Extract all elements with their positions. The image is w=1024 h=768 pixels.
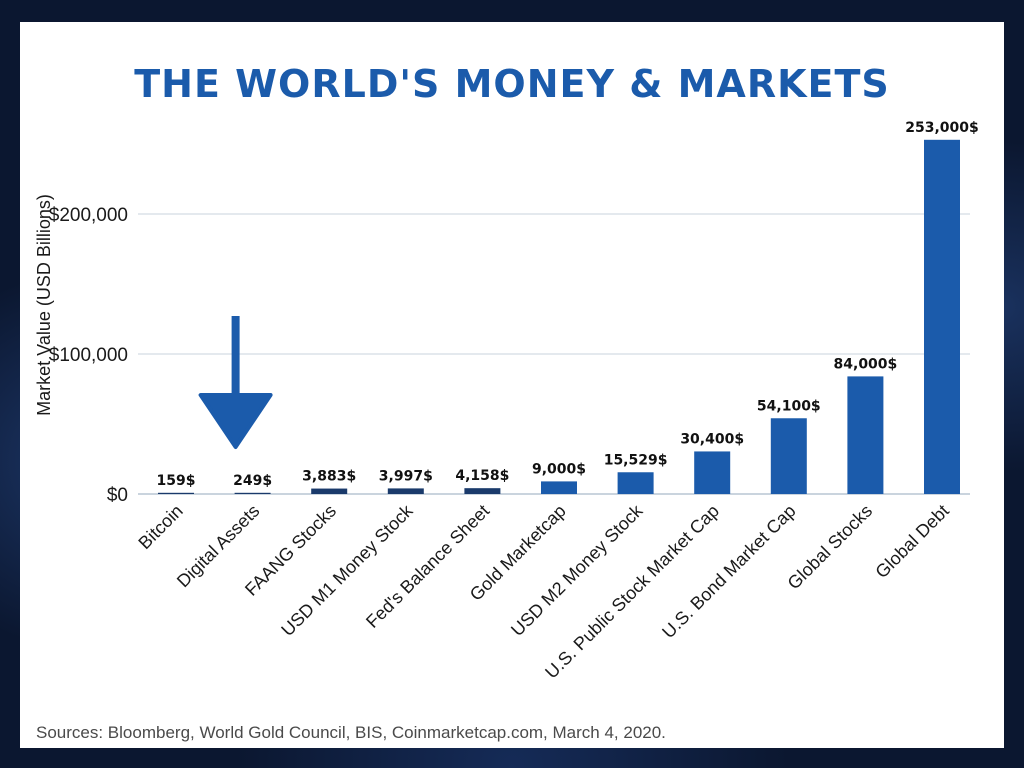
data-label: 253,000$	[905, 120, 979, 136]
data-label: 9,000$	[532, 461, 586, 477]
bar	[770, 418, 807, 494]
bar-chart: THE WORLD'S MONEY & MARKETS $0 $100,000 $2…	[34, 62, 979, 742]
bar	[694, 451, 731, 494]
x-tick-label: U.S. Bond Market Cap	[658, 501, 799, 642]
grid-layer	[138, 213, 970, 495]
bar	[617, 472, 654, 494]
data-label: 3,997$	[379, 468, 433, 484]
y-tick-label: $200,000	[49, 205, 128, 226]
bar	[847, 376, 884, 494]
data-label: 3,883$	[302, 469, 356, 485]
y-axis: $0 $100,000 $200,000	[49, 205, 128, 506]
x-tick-label: Bitcoin	[134, 501, 186, 553]
data-label: 54,100$	[757, 398, 821, 414]
x-tick-label: USD M1 Money Stock	[277, 500, 417, 640]
data-label: 15,529$	[604, 452, 668, 468]
y-tick-label: $0	[107, 485, 128, 506]
bar	[464, 488, 501, 494]
source-note: Sources: Bloomberg, World Gold Council, …	[36, 723, 666, 742]
data-label: 4,158$	[455, 468, 509, 484]
bar	[541, 481, 577, 494]
y-tick-label: $100,000	[49, 345, 128, 366]
chart-card: THE WORLD'S MONEY & MARKETS $0 $100,000 $2…	[20, 22, 1004, 748]
bar	[387, 488, 424, 494]
x-tick-label: USD M2 Money Stock	[507, 500, 647, 640]
x-tick-label: Global Debt	[871, 501, 952, 582]
data-label: 30,400$	[680, 431, 744, 447]
bar	[311, 488, 348, 494]
chart-title: THE WORLD'S MONEY & MARKETS	[134, 62, 890, 106]
data-label: 159$	[157, 473, 196, 489]
y-axis-label: Market Value (USD Billions)	[34, 194, 54, 416]
bar	[924, 139, 960, 495]
annotation-layer	[198, 316, 273, 449]
bar	[158, 492, 194, 494]
data-label: 249$	[233, 473, 272, 489]
data-label: 84,000$	[834, 356, 898, 372]
bar	[234, 492, 271, 494]
arrow-annotation	[198, 316, 273, 449]
